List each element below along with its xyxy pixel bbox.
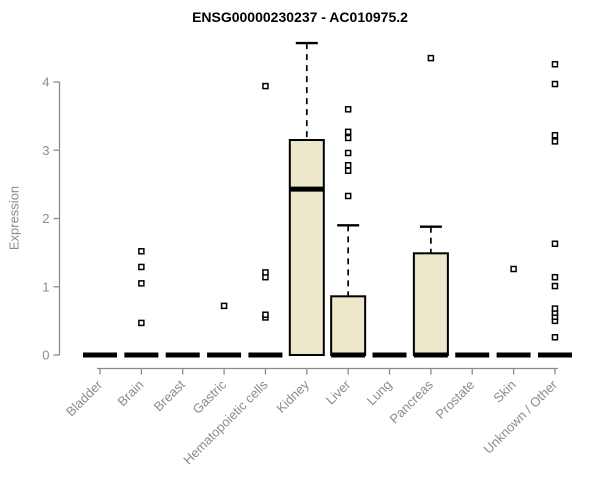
y-axis-title: Expression (6, 185, 22, 251)
x-tick-label: Bladder (63, 377, 106, 420)
outlier-point (262, 82, 269, 90)
outlier-point (220, 302, 228, 310)
y-tick-label: 4 (42, 75, 49, 90)
outlier-point (551, 80, 559, 88)
x-tick-label: Liver (323, 377, 354, 408)
box (412, 252, 449, 356)
outlier-point (510, 265, 517, 273)
outlier-point (262, 311, 269, 318)
x-tick-label: Kidney (273, 377, 312, 416)
outlier-point (551, 131, 559, 139)
outlier-point (344, 149, 352, 157)
outlier-point (138, 248, 145, 255)
y-tick-label: 1 (42, 279, 49, 294)
box (330, 295, 367, 356)
x-tick-label: Gastric (189, 377, 229, 417)
x-tick-label: Lung (364, 377, 395, 408)
y-tick-label: 2 (42, 211, 49, 226)
x-tick-label: Breast (151, 377, 188, 414)
x-tick-label: Unknown / Other (480, 377, 560, 457)
outlier-point (262, 269, 269, 276)
chart-title: ENSG00000230237 - AC010975.2 (192, 9, 408, 25)
x-tick-label: Pancreas (387, 377, 437, 427)
outlier-point (344, 106, 352, 113)
x-tick-label: Prostate (433, 377, 478, 422)
outlier-point (344, 134, 352, 142)
outlier-point (551, 334, 559, 341)
outlier-point (551, 240, 559, 248)
outlier-point (344, 192, 352, 200)
y-tick-label: 3 (42, 143, 49, 158)
box (288, 139, 325, 356)
x-tick-label: Skin (490, 377, 518, 405)
outlier-point (551, 273, 559, 281)
y-tick-label: 0 (42, 348, 49, 363)
outlier-point (344, 128, 352, 136)
outlier-point (551, 305, 559, 312)
outlier-point (551, 61, 559, 68)
outlier-point (344, 167, 352, 174)
outlier-point (138, 263, 145, 271)
outlier-point (344, 162, 352, 169)
x-tick-label: Brain (114, 377, 146, 409)
outlier-point (551, 282, 559, 290)
outlier-point (138, 319, 145, 327)
outlier-point (427, 54, 435, 62)
outlier-point (138, 280, 145, 287)
outlier-point (551, 138, 559, 145)
